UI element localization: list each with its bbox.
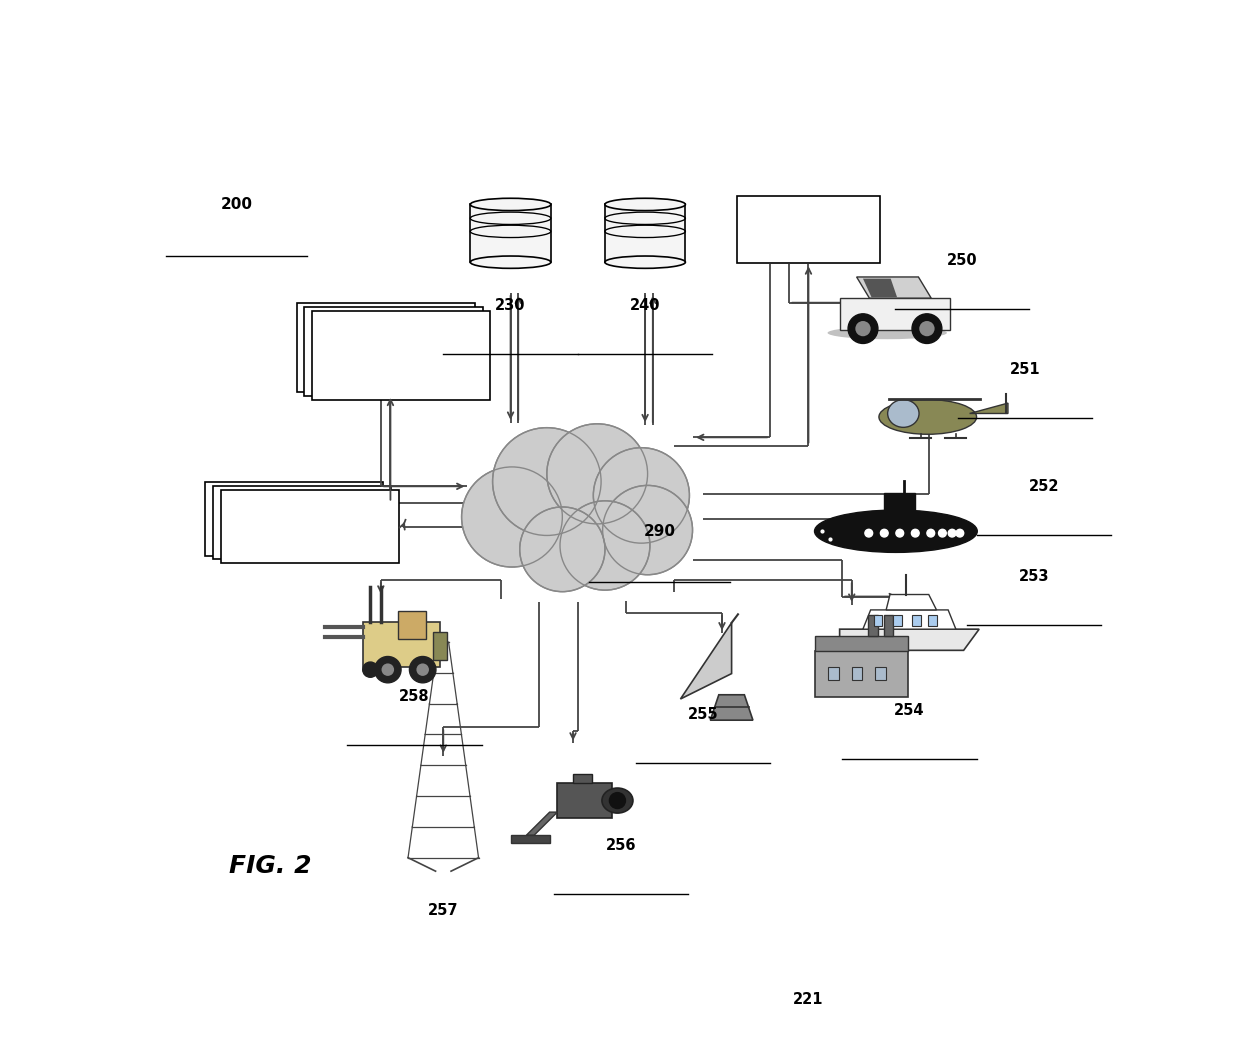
Bar	[558, 783, 611, 818]
Text: 253: 253	[1019, 568, 1049, 584]
Ellipse shape	[815, 510, 977, 552]
Circle shape	[547, 424, 647, 524]
Circle shape	[417, 664, 429, 676]
Text: 257: 257	[428, 903, 459, 918]
Bar	[874, 615, 882, 626]
Circle shape	[866, 529, 873, 537]
Polygon shape	[815, 636, 908, 651]
Circle shape	[560, 500, 650, 590]
Text: 254: 254	[894, 703, 925, 719]
Circle shape	[520, 507, 605, 591]
Circle shape	[848, 314, 878, 343]
Text: 230: 230	[495, 298, 526, 313]
Bar	[815, 651, 908, 697]
Text: 252: 252	[1029, 479, 1059, 494]
Text: 221: 221	[794, 992, 823, 1007]
Circle shape	[911, 529, 919, 537]
Ellipse shape	[605, 198, 686, 211]
Circle shape	[949, 529, 956, 537]
Bar	[511, 835, 549, 843]
Ellipse shape	[888, 400, 919, 427]
Circle shape	[382, 664, 394, 676]
Text: 290: 290	[644, 524, 676, 538]
Ellipse shape	[470, 257, 551, 268]
Polygon shape	[970, 403, 1008, 413]
Circle shape	[374, 656, 401, 683]
Bar	[312, 311, 490, 400]
Text: FIG. 2: FIG. 2	[229, 854, 311, 878]
Polygon shape	[887, 595, 936, 610]
Circle shape	[856, 321, 870, 336]
Polygon shape	[711, 694, 753, 720]
Bar	[433, 632, 448, 660]
Bar	[363, 622, 440, 667]
Bar	[839, 298, 950, 330]
Circle shape	[603, 485, 693, 575]
Bar	[868, 615, 878, 636]
Circle shape	[939, 529, 946, 537]
Text: 240: 240	[630, 298, 661, 313]
Bar	[213, 487, 392, 560]
Bar	[884, 493, 915, 514]
Circle shape	[492, 427, 601, 535]
Ellipse shape	[501, 469, 655, 553]
Bar	[928, 615, 936, 626]
Circle shape	[911, 314, 942, 343]
Bar	[884, 615, 893, 636]
Circle shape	[895, 529, 904, 537]
Text: 251: 251	[1009, 363, 1040, 377]
Bar	[852, 667, 863, 681]
Bar	[206, 482, 383, 555]
Circle shape	[461, 466, 563, 567]
Polygon shape	[857, 277, 931, 298]
Polygon shape	[681, 623, 732, 699]
Bar	[875, 667, 885, 681]
Bar	[893, 615, 901, 626]
Bar	[221, 490, 399, 563]
Polygon shape	[863, 610, 956, 630]
Circle shape	[409, 656, 436, 683]
Bar	[913, 615, 921, 626]
Polygon shape	[839, 630, 980, 651]
Text: 258: 258	[399, 689, 430, 705]
Bar	[470, 205, 551, 262]
Circle shape	[919, 321, 935, 336]
Text: 255: 255	[687, 707, 718, 722]
Circle shape	[880, 529, 888, 537]
Circle shape	[928, 529, 935, 537]
Bar	[304, 307, 482, 395]
Text: 200: 200	[221, 197, 253, 212]
Circle shape	[362, 662, 378, 677]
Bar	[398, 612, 427, 639]
Ellipse shape	[601, 788, 632, 813]
Text: 256: 256	[606, 838, 636, 853]
Bar	[605, 205, 686, 262]
Circle shape	[956, 529, 963, 537]
Polygon shape	[863, 279, 897, 297]
Bar	[296, 303, 475, 392]
Bar	[737, 196, 880, 263]
Bar	[828, 667, 839, 681]
Ellipse shape	[470, 198, 551, 211]
Text: 250: 250	[947, 252, 977, 268]
Ellipse shape	[879, 400, 977, 435]
Circle shape	[594, 447, 689, 543]
Polygon shape	[527, 812, 558, 835]
Ellipse shape	[827, 326, 947, 339]
Ellipse shape	[605, 257, 686, 268]
Bar	[573, 774, 593, 783]
Ellipse shape	[609, 792, 626, 809]
